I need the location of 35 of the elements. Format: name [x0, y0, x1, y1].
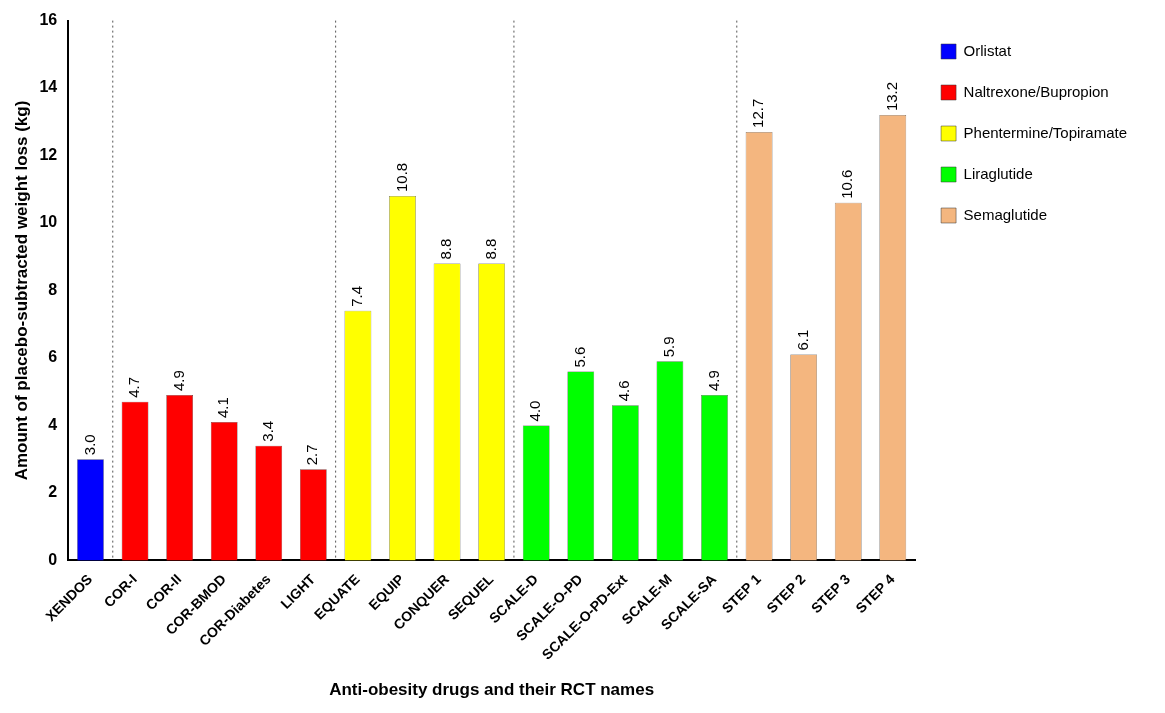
data-label: 4.9	[704, 370, 722, 392]
y-tick-label: 12	[39, 145, 58, 163]
y-axis-title: Amount of placebo-subtracted weight loss (kg)	[11, 100, 31, 481]
data-label: 10.6	[838, 169, 856, 199]
legend-label: Naltrexone/Bupropion	[963, 82, 1109, 100]
data-label: 13.2	[882, 81, 900, 112]
data-label: 2.7	[303, 444, 321, 466]
data-label: 5.9	[660, 336, 678, 358]
data-label: 10.8	[392, 162, 410, 193]
data-label: 3.4	[258, 420, 276, 442]
legend-label: Phentermine/Topiramate	[963, 123, 1127, 141]
data-label: 4.9	[169, 370, 187, 392]
y-tick-label: 16	[39, 11, 58, 29]
legend-label: Semaglutide	[963, 205, 1047, 223]
y-tick-label: 8	[48, 280, 58, 298]
data-label: 6.1	[793, 329, 811, 351]
y-tick-label: 4	[48, 415, 58, 433]
data-label: 7.4	[348, 285, 366, 307]
y-tick-label: 2	[48, 483, 58, 501]
data-label: 5.6	[570, 346, 588, 368]
data-label: 4.6	[615, 380, 633, 402]
data-label: 3.0	[80, 434, 98, 456]
data-label: 8.8	[437, 238, 455, 260]
legend-label: Liraglutide	[963, 164, 1033, 182]
data-label: 4.7	[125, 376, 143, 398]
data-label: 4.1	[214, 397, 232, 419]
data-label: 12.7	[749, 98, 767, 128]
y-tick-label: 6	[48, 348, 58, 366]
data-label: 8.8	[481, 238, 499, 260]
y-tick-label: 0	[48, 550, 58, 568]
x-axis-title: Anti-obesity drugs and their RCT names	[329, 680, 655, 700]
legend-label: Orlistat	[963, 41, 1012, 59]
y-tick-label: 14	[39, 78, 58, 96]
y-tick-label: 10	[39, 213, 58, 231]
data-label: 4.0	[526, 400, 544, 422]
